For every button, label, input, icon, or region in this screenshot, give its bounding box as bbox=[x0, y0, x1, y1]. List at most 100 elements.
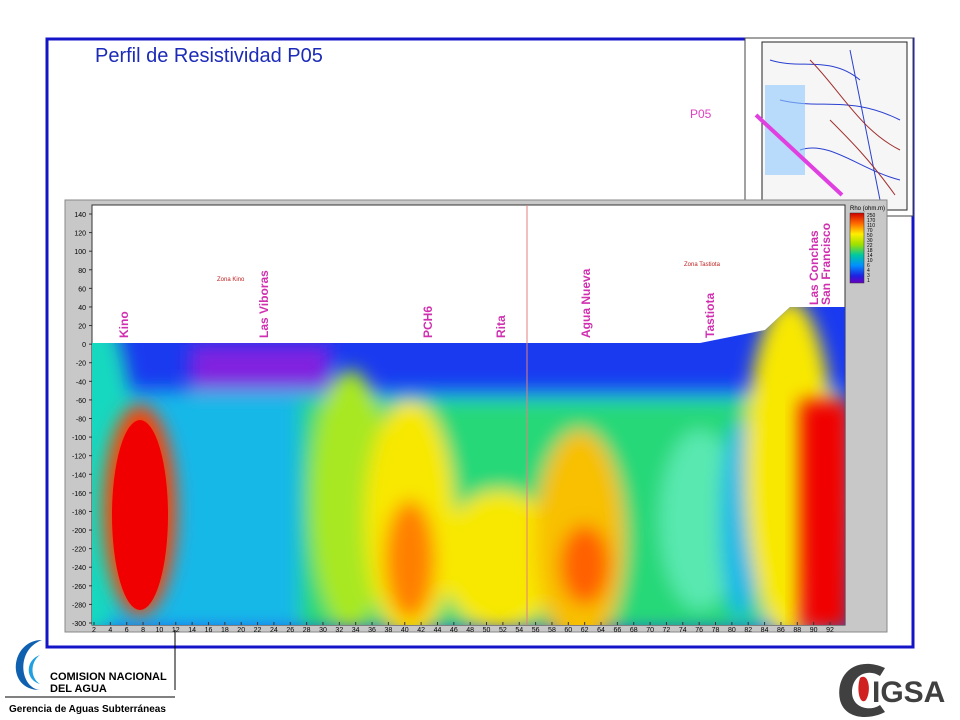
x-tick-label: 40 bbox=[401, 627, 409, 634]
x-tick-label: 30 bbox=[319, 627, 327, 634]
legend-colorbar bbox=[849, 212, 865, 284]
legend-value: 10 bbox=[867, 258, 873, 264]
x-tick-label: 48 bbox=[466, 627, 474, 634]
x-tick-label: 78 bbox=[712, 627, 720, 634]
y-tick-label: -240 bbox=[72, 565, 86, 572]
x-tick-label: 8 bbox=[141, 627, 145, 634]
legend-value: 110 bbox=[867, 223, 875, 229]
x-tick-label: 14 bbox=[188, 627, 196, 634]
y-tick-label: -40 bbox=[76, 379, 86, 386]
x-tick-label: 66 bbox=[613, 627, 621, 634]
y-tick-label: -100 bbox=[72, 435, 86, 442]
well-label: Tastiota bbox=[703, 293, 717, 338]
x-tick-label: 84 bbox=[761, 627, 769, 634]
x-tick-label: 90 bbox=[810, 627, 818, 634]
y-tick-label: -200 bbox=[72, 528, 86, 535]
x-tick-label: 16 bbox=[205, 627, 213, 634]
x-tick-label: 38 bbox=[385, 627, 393, 634]
x-tick-label: 62 bbox=[581, 627, 589, 634]
x-tick-label: 2 bbox=[92, 627, 96, 634]
x-tick-label: 6 bbox=[125, 627, 129, 634]
x-tick-label: 32 bbox=[335, 627, 343, 634]
x-tick-label: 80 bbox=[728, 627, 736, 634]
x-tick-label: 26 bbox=[286, 627, 294, 634]
x-tick-label: 52 bbox=[499, 627, 507, 634]
x-tick-label: 64 bbox=[597, 627, 605, 634]
x-tick-label: 88 bbox=[793, 627, 801, 634]
zone-label: Zona Tastiota bbox=[684, 262, 721, 268]
legend-value: 3 bbox=[867, 273, 870, 279]
x-tick-label: 44 bbox=[434, 627, 442, 634]
resistivity-contours bbox=[92, 307, 845, 625]
well-label: PCH6 bbox=[421, 306, 435, 338]
slide-border bbox=[45, 37, 915, 649]
x-tick-label: 34 bbox=[352, 627, 360, 634]
y-tick-label: -140 bbox=[72, 472, 86, 479]
legend-value: 22 bbox=[867, 243, 873, 249]
legend-value: 18 bbox=[867, 248, 873, 254]
well-label: Las Conchas bbox=[807, 230, 821, 305]
legend-value: 250 bbox=[867, 213, 876, 219]
zone-label: Zona Kino bbox=[217, 277, 245, 283]
y-tick-label: 100 bbox=[74, 249, 86, 256]
x-tick-label: 42 bbox=[417, 627, 425, 634]
legend-value: 1 bbox=[867, 278, 870, 284]
x-tick-label: 92 bbox=[826, 627, 834, 634]
legend-value: 30 bbox=[867, 238, 873, 244]
y-tick-label: -280 bbox=[72, 602, 86, 609]
legend-value: 170 bbox=[867, 218, 876, 224]
y-tick-label: -60 bbox=[76, 398, 86, 405]
x-tick-label: 72 bbox=[663, 627, 671, 634]
x-tick-label: 86 bbox=[777, 627, 785, 634]
y-tick-label: -160 bbox=[72, 491, 86, 498]
x-tick-label: 76 bbox=[695, 627, 703, 634]
x-tick-label: 10 bbox=[156, 627, 164, 634]
y-tick-label: 60 bbox=[78, 286, 86, 293]
legend-value: 6 bbox=[867, 263, 870, 269]
conagua-logo: COMISION NACIONAL DEL AGUA Gerencia de A… bbox=[5, 630, 176, 715]
y-tick-label: -180 bbox=[72, 509, 86, 516]
x-tick-label: 50 bbox=[483, 627, 491, 634]
x-tick-label: 20 bbox=[237, 627, 245, 634]
y-tick-label: -220 bbox=[72, 547, 86, 554]
y-tick-label: 120 bbox=[74, 231, 86, 238]
well-label: Agua Nueva bbox=[579, 268, 593, 338]
x-tick-label: 56 bbox=[532, 627, 540, 634]
x-tick-label: 60 bbox=[564, 627, 572, 634]
well-label: Las Viboras bbox=[257, 270, 271, 338]
legend-value: 70 bbox=[867, 228, 873, 234]
department: Gerencia de Aguas Subterráneas bbox=[9, 704, 166, 715]
well-label: Kino bbox=[117, 311, 131, 338]
slide-title: Perfil de Resistividad P05 bbox=[95, 45, 323, 67]
x-tick-label: 36 bbox=[368, 627, 376, 634]
y-tick-label: -120 bbox=[72, 454, 86, 461]
org-name: COMISION NACIONAL bbox=[50, 671, 167, 683]
x-tick-label: 12 bbox=[172, 627, 180, 634]
y-tick-label: -20 bbox=[76, 361, 86, 368]
x-tick-label: 4 bbox=[108, 627, 112, 634]
x-tick-label: 28 bbox=[303, 627, 311, 634]
x-tick-label: 46 bbox=[450, 627, 458, 634]
x-tick-label: 82 bbox=[744, 627, 752, 634]
legend-title: Rho (ohm.m) bbox=[850, 206, 885, 212]
x-tick-label: 54 bbox=[515, 627, 523, 634]
y-tick-label: 20 bbox=[78, 324, 86, 331]
y-tick-label: -300 bbox=[72, 621, 86, 628]
resistivity-profile: Kino Las Viboras PCH6 Rita Agua Nueva Tastiot… bbox=[64, 199, 888, 633]
legend-value: 14 bbox=[867, 253, 873, 259]
x-tick-label: 74 bbox=[679, 627, 687, 634]
well-label: Rita bbox=[494, 315, 508, 338]
x-tick-label: 22 bbox=[254, 627, 262, 634]
x-tick-label: 18 bbox=[221, 627, 229, 634]
x-tick-label: 70 bbox=[646, 627, 654, 634]
y-tick-label: 140 bbox=[74, 212, 86, 219]
x-tick-label: 68 bbox=[630, 627, 638, 634]
y-tick-label: 80 bbox=[78, 268, 86, 275]
company-name: IGSA bbox=[872, 676, 945, 709]
x-tick-label: 58 bbox=[548, 627, 556, 634]
location-map: P05 bbox=[690, 37, 914, 217]
org-name: DEL AGUA bbox=[50, 683, 107, 695]
well-label: San Francisco bbox=[819, 223, 833, 305]
